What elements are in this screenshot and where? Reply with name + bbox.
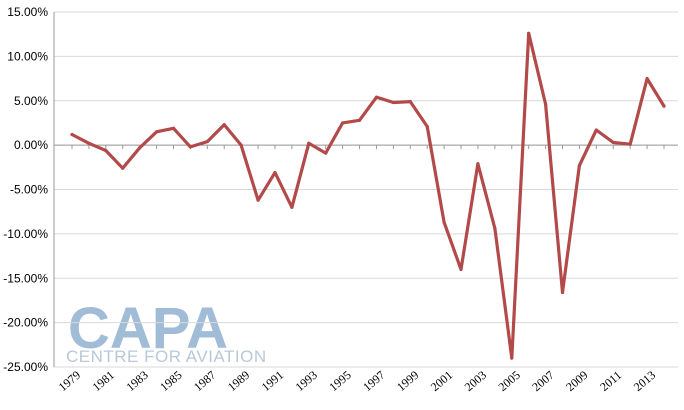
x-tick-label: 2007 <box>529 368 556 394</box>
x-tick-label: 2005 <box>496 368 523 394</box>
x-tick-label: 1997 <box>360 368 387 394</box>
data-point <box>205 139 209 144</box>
x-tick-label: 1981 <box>90 368 117 394</box>
y-tick-label: 0.00% <box>14 138 48 152</box>
series-group <box>70 31 666 360</box>
data-point <box>544 102 548 106</box>
x-tick-label: 1979 <box>56 368 83 394</box>
x-tick-label: 1995 <box>326 368 353 394</box>
data-point <box>273 171 277 175</box>
y-axis-tick-labels: 15.00% 10.00% 5.00% 0.00% -5.00% -10.00% -15.0… <box>3 5 48 374</box>
data-point <box>222 123 226 127</box>
y-tick-label: -20.00% <box>3 316 48 330</box>
watermark-logo-text: CAPA <box>68 296 228 361</box>
data-point <box>188 145 192 149</box>
x-tick-label: 1989 <box>225 368 252 394</box>
data-point <box>70 132 74 137</box>
data-point <box>87 141 91 145</box>
data-point <box>527 31 531 35</box>
data-point <box>391 100 395 105</box>
data-point <box>442 220 446 224</box>
data-point <box>476 162 480 166</box>
x-axis-tick-labels: 1979 1981 1983 1985 1987 1989 1991 1993 1995 1997… <box>56 368 658 394</box>
data-point <box>560 290 565 295</box>
x-tick-label: 1987 <box>191 368 218 394</box>
x-tick-label: 2009 <box>563 368 590 394</box>
x-tick-label: 1993 <box>293 368 320 394</box>
watermark-subtitle: CENTRE FOR AVIATION <box>66 347 267 366</box>
data-point <box>256 198 260 202</box>
y-tick-label: 10.00% <box>7 49 48 63</box>
data-point <box>171 126 176 130</box>
data-point <box>341 121 345 125</box>
x-tick-label: 1983 <box>123 368 150 394</box>
data-point <box>324 151 328 155</box>
capa-watermark: CAPA CENTRE FOR AVIATION <box>66 296 267 366</box>
x-tick-label: 1985 <box>157 368 184 394</box>
x-tick-label: 1991 <box>259 368 286 394</box>
data-point <box>510 356 514 360</box>
data-point <box>645 76 649 81</box>
x-tick-label: 2001 <box>428 368 455 394</box>
data-point <box>425 124 429 129</box>
data-point <box>290 205 294 209</box>
data-point <box>408 100 412 104</box>
data-point <box>459 267 463 271</box>
x-tick-label: 1999 <box>394 368 421 394</box>
y-tick-label: 5.00% <box>14 94 48 108</box>
y-tick-label: 15.00% <box>7 5 48 19</box>
data-point <box>577 163 582 168</box>
data-point <box>239 143 243 147</box>
x-tick-label: 2003 <box>462 368 489 394</box>
series-line <box>70 31 666 360</box>
axes <box>53 12 678 367</box>
data-point <box>594 128 598 132</box>
y-tick-label: -15.00% <box>3 271 48 285</box>
y-tick-label: -25.00% <box>3 360 48 374</box>
x-tick-label: 2013 <box>631 368 658 394</box>
data-point <box>374 95 379 99</box>
data-point <box>154 130 159 134</box>
data-point <box>357 118 362 122</box>
data-point <box>138 146 142 150</box>
data-point <box>628 142 632 146</box>
data-point <box>493 226 497 231</box>
y-tick-label: -5.00% <box>10 183 48 197</box>
data-point <box>121 166 125 170</box>
x-tick-label: 2011 <box>597 368 624 394</box>
data-point <box>611 140 615 145</box>
data-point <box>307 141 311 145</box>
data-point <box>104 148 108 153</box>
data-point <box>662 104 666 108</box>
y-tick-label: -10.00% <box>3 227 48 241</box>
